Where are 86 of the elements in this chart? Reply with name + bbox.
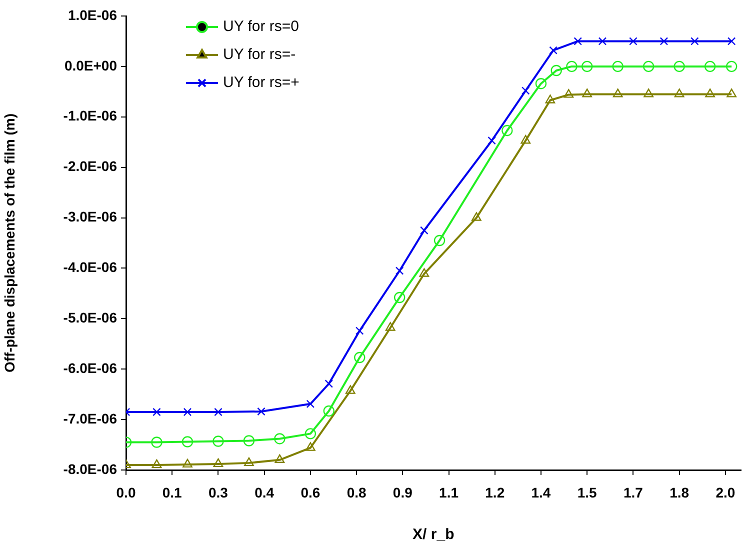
y-tick-label: -4.0E-06 [63, 259, 118, 276]
point [152, 459, 162, 468]
point [612, 60, 624, 72]
point [564, 89, 574, 98]
x-tick-label: 0.1 [162, 484, 182, 500]
point [323, 405, 334, 417]
point [151, 436, 162, 448]
point [244, 457, 254, 466]
point [660, 37, 668, 46]
legend-label: UY for rs=- [223, 46, 296, 64]
legend-label: UY for rs=0 [223, 18, 300, 36]
x-tick-label: 0.8 [346, 484, 366, 500]
point [182, 458, 192, 468]
point [243, 435, 255, 446]
point [304, 428, 316, 440]
point [629, 37, 638, 46]
point [704, 60, 716, 72]
x-tick-label: 1.7 [623, 484, 644, 500]
point [385, 322, 396, 331]
point [355, 326, 364, 335]
point [550, 64, 562, 76]
point [274, 454, 285, 464]
point [502, 124, 513, 136]
y-tick-label: -2.0E-06 [63, 158, 118, 174]
y-tick-label: -6.0E-06 [63, 360, 118, 376]
point [674, 60, 685, 72]
y-tick-label: -5.0E-06 [63, 310, 118, 326]
x-tick-label: 0.0 [116, 484, 136, 500]
point [726, 60, 738, 72]
point [182, 436, 194, 448]
x-tick-label: 0.6 [300, 484, 320, 500]
point [727, 37, 736, 46]
point [521, 86, 530, 95]
x-tick-label: 1.8 [670, 484, 690, 500]
point [214, 408, 222, 416]
y-tick-label: -1.0E-06 [63, 108, 118, 124]
point [434, 234, 446, 246]
point [705, 88, 715, 98]
point [306, 442, 316, 451]
y-tick-label: -8.0E-06 [63, 460, 118, 477]
x-tick-label: 1.2 [485, 484, 505, 500]
point [582, 60, 593, 72]
point [566, 60, 578, 72]
point [612, 88, 623, 98]
y-tick-label: 0.0E+00 [64, 57, 118, 74]
x-tick-label: 0.4 [254, 484, 274, 500]
y-tick-label: -7.0E-06 [63, 410, 118, 426]
point [690, 37, 699, 46]
point [549, 46, 558, 54]
point [395, 266, 404, 275]
point [324, 380, 334, 388]
point [213, 458, 224, 468]
point [394, 292, 406, 304]
legend-label: UY for rs=+ [223, 74, 300, 92]
point [644, 88, 654, 98]
point [642, 60, 654, 72]
y-tick-label: 1.0E-06 [68, 6, 118, 23]
point [212, 436, 224, 447]
point [152, 408, 161, 416]
x-tick-label: 1.5 [577, 484, 598, 500]
y-axis-title: Off-plane displacements of the film (m) [1, 113, 18, 373]
point [582, 88, 592, 98]
point [674, 88, 684, 98]
x-tick-label: 0.9 [392, 484, 413, 500]
point [419, 268, 430, 277]
x-tick-label: 0.3 [208, 484, 228, 500]
point [598, 37, 607, 46]
point [354, 352, 366, 364]
point [535, 78, 547, 90]
point [183, 408, 192, 416]
point [726, 88, 737, 98]
point [345, 385, 356, 394]
x-tick-label: 1.4 [531, 484, 551, 500]
point [306, 400, 315, 408]
point [257, 407, 266, 416]
x-tick-label: 1.1 [439, 484, 459, 500]
point [520, 135, 531, 144]
x-axis-title: X/ r_b [412, 526, 454, 544]
y-tick-label: -3.0E-06 [63, 208, 118, 225]
point [488, 136, 496, 145]
point [472, 212, 482, 221]
point [274, 433, 286, 444]
point [574, 37, 582, 46]
point [545, 94, 556, 104]
x-tick-label: 2.0 [716, 484, 736, 500]
point [420, 226, 428, 235]
